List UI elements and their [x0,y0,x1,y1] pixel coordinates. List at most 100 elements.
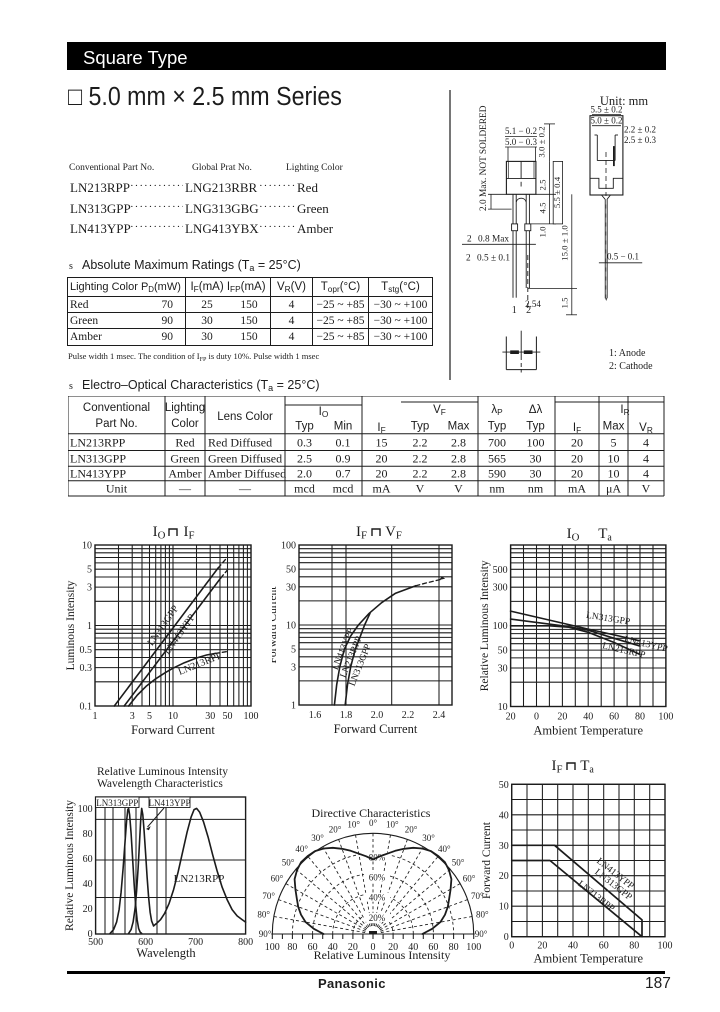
svg-text:2.8: 2.8 [451,452,466,466]
svg-text:60: 60 [599,941,609,952]
svg-text:4: 4 [643,452,649,466]
svg-text:1.5: 1.5 [560,297,570,309]
svg-text:15.0 ± 1.0: 15.0 ± 1.0 [560,225,570,261]
svg-text:0.1: 0.1 [80,702,93,713]
svg-text:590: 590 [488,467,506,481]
svg-text:5.1 − 0.2: 5.1 − 0.2 [505,126,537,136]
svg-text:IO: IO [319,406,329,419]
svg-text:3: 3 [87,583,92,594]
svg-text:Ambient Temperature: Ambient Temperature [533,724,643,738]
svg-text:800: 800 [238,937,253,948]
svg-text:Relative Luminous Intensity: Relative Luminous Intensity [479,560,491,691]
svg-text:100: 100 [466,942,481,953]
svg-text:10°: 10° [386,820,399,830]
svg-text:100: 100 [658,941,673,952]
svg-text:10: 10 [499,902,509,913]
svg-text:300: 300 [493,583,508,594]
svg-text:LN313GPP: LN313GPP [70,452,126,466]
svg-text:V: V [416,482,425,496]
svg-text:80: 80 [83,829,93,840]
svg-text:mA: mA [373,482,391,496]
svg-text:5.5 ± 0.2: 5.5 ± 0.2 [591,105,623,115]
svg-text:Color: Color [171,418,199,430]
svg-text:Typ: Typ [526,421,545,433]
svg-text:2.2: 2.2 [402,710,415,721]
svg-text:40°: 40° [295,844,308,854]
svg-text:LN213RPP: LN213RPP [174,873,225,885]
svg-text:565: 565 [488,452,506,466]
svg-text:40: 40 [568,941,578,952]
svg-text:LN213RPP: LN213RPP [177,650,224,678]
svg-text:0.3: 0.3 [297,436,312,450]
svg-text:60°: 60° [271,874,284,884]
svg-text:40%: 40% [369,893,386,903]
svg-text:3: 3 [291,662,296,673]
svg-text:0.9: 0.9 [336,452,351,466]
svg-text:2.54: 2.54 [525,299,541,309]
svg-text:70°: 70° [262,891,275,901]
svg-text:2.5: 2.5 [297,452,312,466]
svg-text:20°: 20° [405,825,418,835]
svg-text:30: 30 [530,467,542,481]
svg-text:2.2: 2.2 [413,436,428,450]
svg-text:10: 10 [608,452,620,466]
svg-text:5: 5 [611,436,617,450]
svg-text:100: 100 [658,712,673,723]
svg-text:100: 100 [265,942,280,953]
svg-text:V: V [454,482,463,496]
svg-text:2.0: 2.0 [371,710,384,721]
svg-text:0°: 0° [369,818,378,828]
svg-text:80: 80 [287,942,297,953]
svg-text:Unit: mm: Unit: mm [600,94,649,108]
svg-text:Forward Current: Forward Current [272,586,279,664]
svg-text:40: 40 [408,942,418,953]
svg-text:1: Anode: 1: Anode [609,348,646,359]
svg-text:Green Diffused: Green Diffused [208,452,282,466]
svg-text:mA: mA [568,482,586,496]
svg-text:5.5 ± 0.4: 5.5 ± 0.4 [552,176,562,208]
svg-text:2.5 ± 0.3: 2.5 ± 0.3 [624,135,656,145]
svg-text:2.8: 2.8 [451,467,466,481]
svg-text:Luminous Intensity: Luminous Intensity [65,580,77,670]
svg-text:Δλ: Δλ [529,404,543,416]
svg-text:mcd: mcd [333,482,354,496]
svg-text:20: 20 [388,942,398,953]
svg-text:IF: IF [356,524,367,542]
svg-text:1: 1 [291,701,296,712]
svg-text:30°: 30° [311,833,324,843]
svg-text:2.2 ± 0.2: 2.2 ± 0.2 [624,125,656,135]
svg-text:90°: 90° [259,929,272,939]
svg-text:10: 10 [82,541,92,552]
svg-text:50°: 50° [452,858,465,868]
svg-text:700: 700 [188,937,203,948]
svg-text:20: 20 [348,942,358,953]
svg-text:2: 2 [526,305,531,316]
svg-text:15: 15 [376,436,388,450]
svg-text:VF: VF [385,524,402,542]
svg-text:40: 40 [583,712,593,723]
svg-text:1.0: 1.0 [538,226,548,238]
svg-text:30: 30 [205,711,215,722]
svg-text:30: 30 [530,452,542,466]
svg-text:40°: 40° [438,844,451,854]
svg-text:—: — [238,482,252,496]
svg-text:60: 60 [428,942,438,953]
svg-text:LN313GPP: LN313GPP [585,611,630,628]
svg-text:Wavelength Characteristics: Wavelength Characteristics [97,778,223,790]
svg-text:40: 40 [328,942,338,953]
svg-text:10: 10 [286,621,296,632]
svg-text:20: 20 [571,452,583,466]
svg-text:Ta: Ta [580,758,594,776]
svg-text:2.0: 2.0 [297,467,312,481]
svg-text:mcd: mcd [294,482,315,496]
svg-text:2: 2 [467,235,472,245]
svg-text:80: 80 [629,941,639,952]
svg-text:Min: Min [334,421,353,433]
svg-text:Relative Luminous Intensity: Relative Luminous Intensity [97,766,228,778]
svg-text:0: 0 [371,942,376,953]
svg-text:60%: 60% [369,873,386,883]
svg-text:10: 10 [168,711,178,722]
svg-text:0.3: 0.3 [80,663,93,674]
svg-text:20%: 20% [369,913,386,923]
svg-text:Lighting: Lighting [165,402,205,414]
